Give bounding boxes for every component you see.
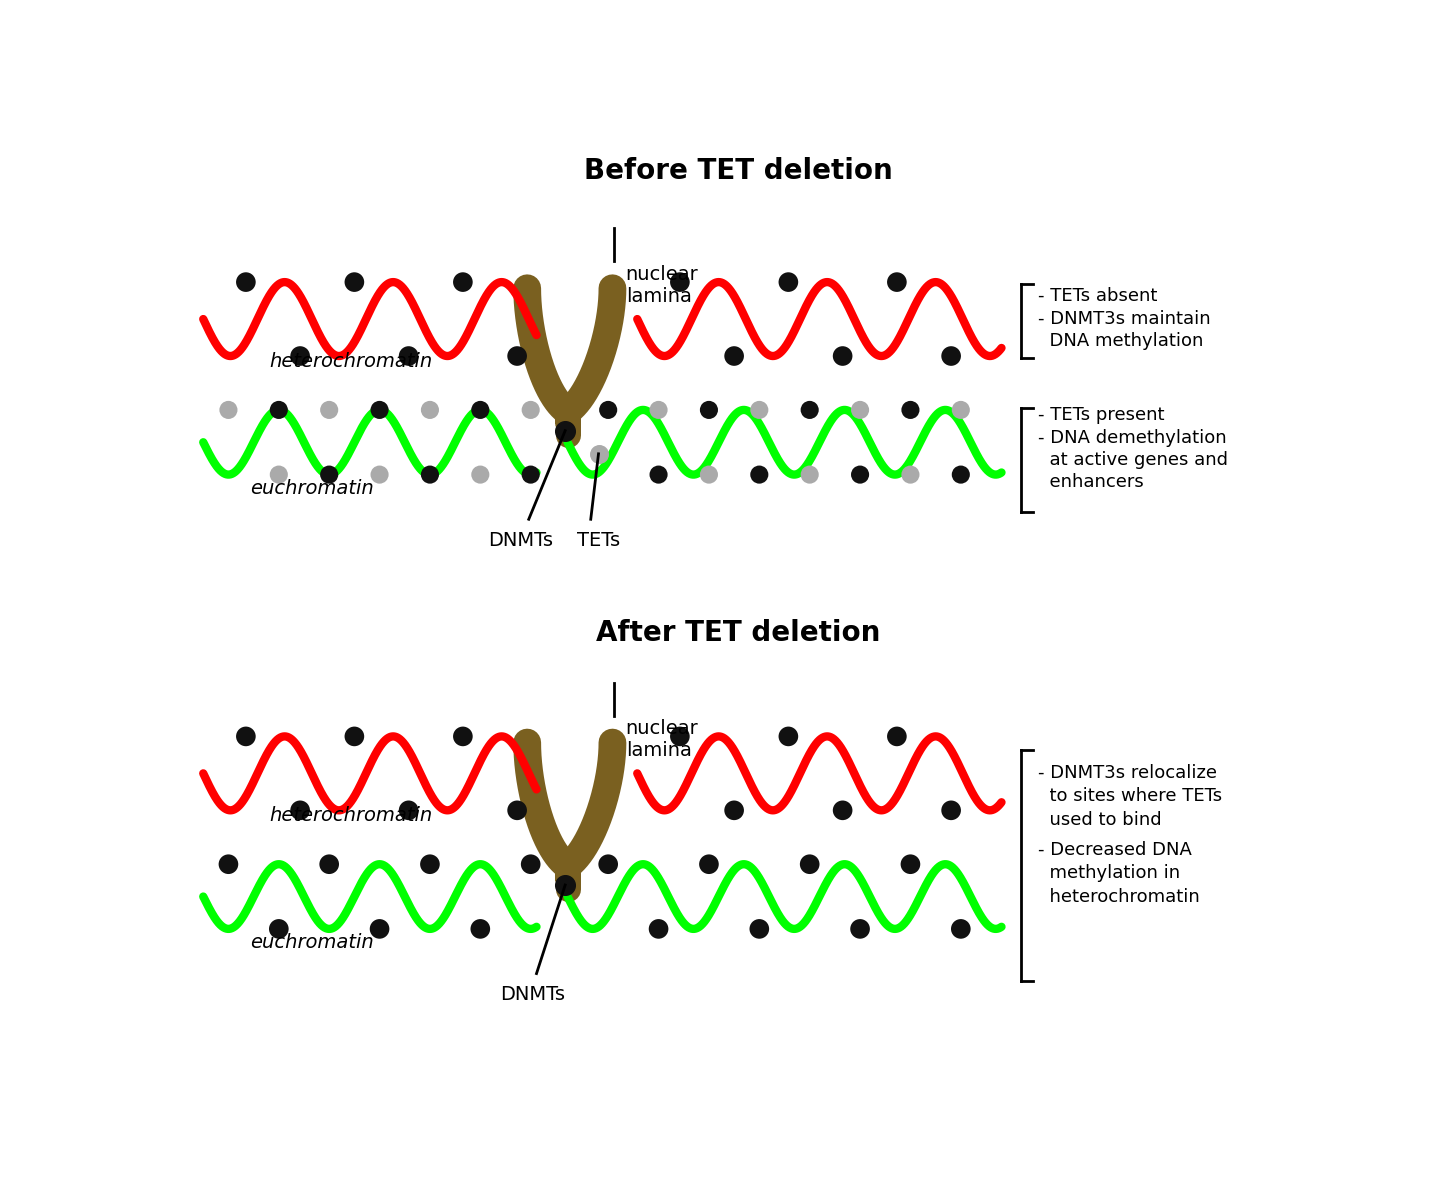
Point [343, 726, 366, 745]
Text: enhancers: enhancers [1038, 472, 1143, 491]
Point [235, 272, 258, 291]
Point [419, 855, 442, 874]
Point [949, 465, 972, 484]
Point [940, 347, 963, 366]
Text: TETs: TETs [577, 531, 621, 550]
Point [451, 726, 474, 745]
Text: heterochromatin: heterochromatin [269, 351, 432, 371]
Text: - TETs present: - TETs present [1038, 406, 1165, 425]
Point [798, 401, 821, 420]
Point [288, 347, 311, 366]
Point [369, 465, 392, 484]
Point [235, 726, 258, 745]
Point [469, 919, 492, 938]
Point [647, 401, 670, 420]
Point [647, 465, 670, 484]
Point [848, 465, 871, 484]
Point [949, 401, 972, 420]
Point [697, 855, 720, 874]
Point [848, 919, 871, 938]
Point [588, 445, 611, 464]
Point [949, 919, 972, 938]
Point [520, 401, 543, 420]
Text: at active genes and: at active genes and [1038, 451, 1228, 468]
Text: - TETs absent: - TETs absent [1038, 287, 1158, 305]
Point [217, 855, 240, 874]
Point [469, 401, 492, 420]
Text: DNA methylation: DNA methylation [1038, 331, 1204, 350]
Text: euchromatin: euchromatin [251, 479, 373, 498]
Point [798, 465, 821, 484]
Point [553, 421, 576, 440]
Text: DNMTs: DNMTs [488, 531, 553, 550]
Point [899, 855, 922, 874]
Text: to sites where TETs: to sites where TETs [1038, 788, 1223, 806]
Point [747, 465, 770, 484]
Text: heterochromatin: heterochromatin [1038, 887, 1200, 905]
Point [268, 465, 291, 484]
Text: used to bind: used to bind [1038, 810, 1162, 828]
Point [451, 272, 474, 291]
Point [831, 347, 854, 366]
Point [668, 272, 691, 291]
Point [469, 465, 492, 484]
Point [776, 272, 799, 291]
Point [776, 726, 799, 745]
Point [747, 401, 770, 420]
Point [217, 401, 240, 420]
Point [697, 465, 720, 484]
Point [899, 465, 922, 484]
Point [419, 401, 442, 420]
Point [520, 465, 543, 484]
Point [831, 801, 854, 820]
Point [723, 347, 746, 366]
Point [723, 801, 746, 820]
Point [369, 401, 392, 420]
Point [288, 801, 311, 820]
Text: methylation in: methylation in [1038, 865, 1179, 883]
Text: - DNMT3s maintain: - DNMT3s maintain [1038, 310, 1211, 328]
Point [886, 272, 909, 291]
Point [397, 347, 420, 366]
Text: - DNMT3s relocalize: - DNMT3s relocalize [1038, 764, 1217, 782]
Point [596, 855, 619, 874]
Point [268, 919, 291, 938]
Point [940, 801, 963, 820]
Point [553, 875, 576, 894]
Text: After TET deletion: After TET deletion [596, 619, 880, 647]
Point [647, 919, 670, 938]
Point [505, 801, 528, 820]
Text: Before TET deletion: Before TET deletion [583, 157, 893, 186]
Text: - DNA demethylation: - DNA demethylation [1038, 429, 1227, 447]
Point [397, 801, 420, 820]
Point [848, 401, 871, 420]
Point [798, 855, 821, 874]
Point [419, 465, 442, 484]
Point [343, 272, 366, 291]
Text: nuclear
lamina: nuclear lamina [625, 719, 698, 761]
Point [505, 347, 528, 366]
Point [886, 726, 909, 745]
Text: heterochromatin: heterochromatin [269, 806, 432, 826]
Text: DNMTs: DNMTs [500, 985, 564, 1004]
Point [668, 726, 691, 745]
Point [318, 855, 341, 874]
Point [520, 855, 543, 874]
Point [268, 401, 291, 420]
Point [369, 919, 392, 938]
Text: nuclear
lamina: nuclear lamina [625, 265, 698, 306]
Point [747, 919, 770, 938]
Point [899, 401, 922, 420]
Text: - Decreased DNA: - Decreased DNA [1038, 841, 1192, 859]
Point [596, 401, 619, 420]
Point [697, 401, 720, 420]
Point [318, 465, 341, 484]
Point [318, 401, 341, 420]
Text: euchromatin: euchromatin [251, 933, 373, 952]
